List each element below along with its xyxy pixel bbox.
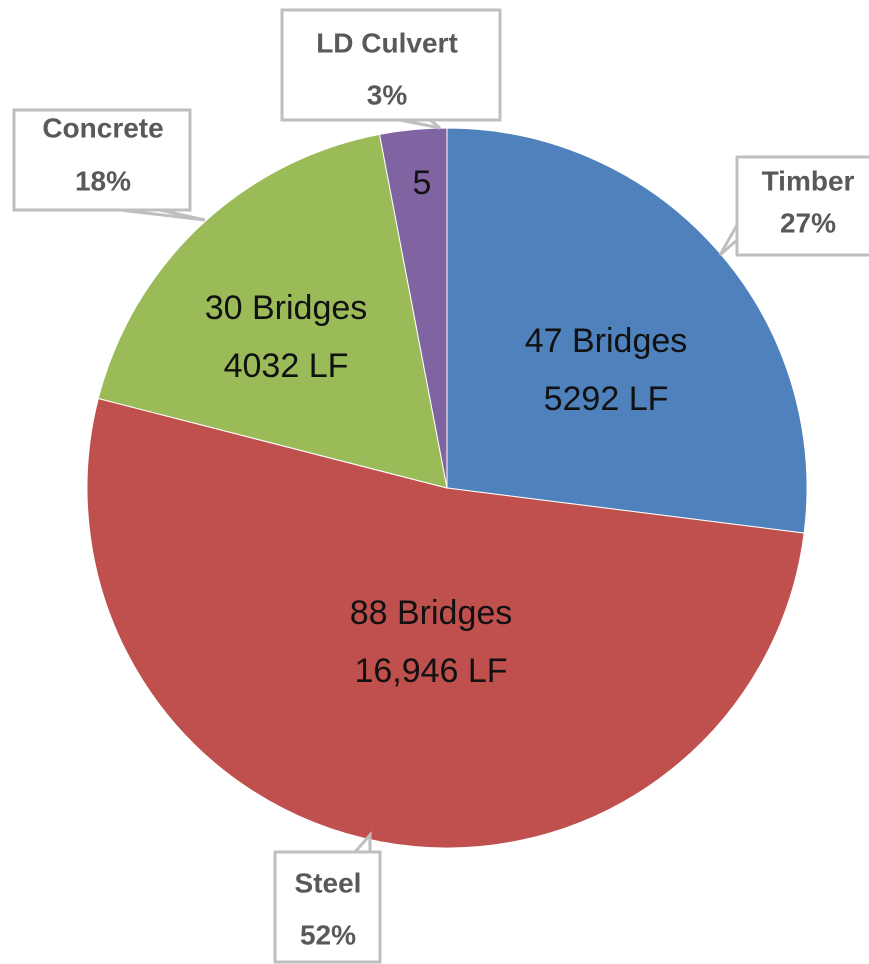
slice-label: 30 Bridges <box>205 289 368 327</box>
callout-tail <box>718 219 739 257</box>
category-label: Concrete <box>42 112 163 143</box>
slice-label: 47 Bridges <box>525 322 688 360</box>
percent-label: 27% <box>780 207 836 238</box>
callout-tail <box>399 118 441 130</box>
slice-label: 16,946 LF <box>354 652 507 690</box>
pie-slice <box>86 397 805 849</box>
slice-label: 4032 LF <box>224 347 349 385</box>
category-label: Steel <box>295 867 362 898</box>
slice-label: 5292 LF <box>544 380 669 418</box>
category-label: LD Culvert <box>316 27 458 58</box>
callout-tail <box>119 208 206 222</box>
callout-box <box>273 850 382 964</box>
callout-box <box>280 8 502 122</box>
slice-label: 88 Bridges <box>350 594 513 632</box>
callout-box <box>735 155 869 257</box>
percent-label: 3% <box>367 79 408 110</box>
callout-box <box>12 108 192 212</box>
percent-label: 52% <box>300 919 356 950</box>
percent-label: 18% <box>75 165 131 196</box>
category-label: Timber <box>762 165 855 196</box>
pie-slice <box>446 127 808 534</box>
slice-label: 5 <box>413 164 432 202</box>
pie-slice <box>97 133 448 489</box>
pie-slice <box>378 127 448 489</box>
callout-tail <box>351 831 372 854</box>
